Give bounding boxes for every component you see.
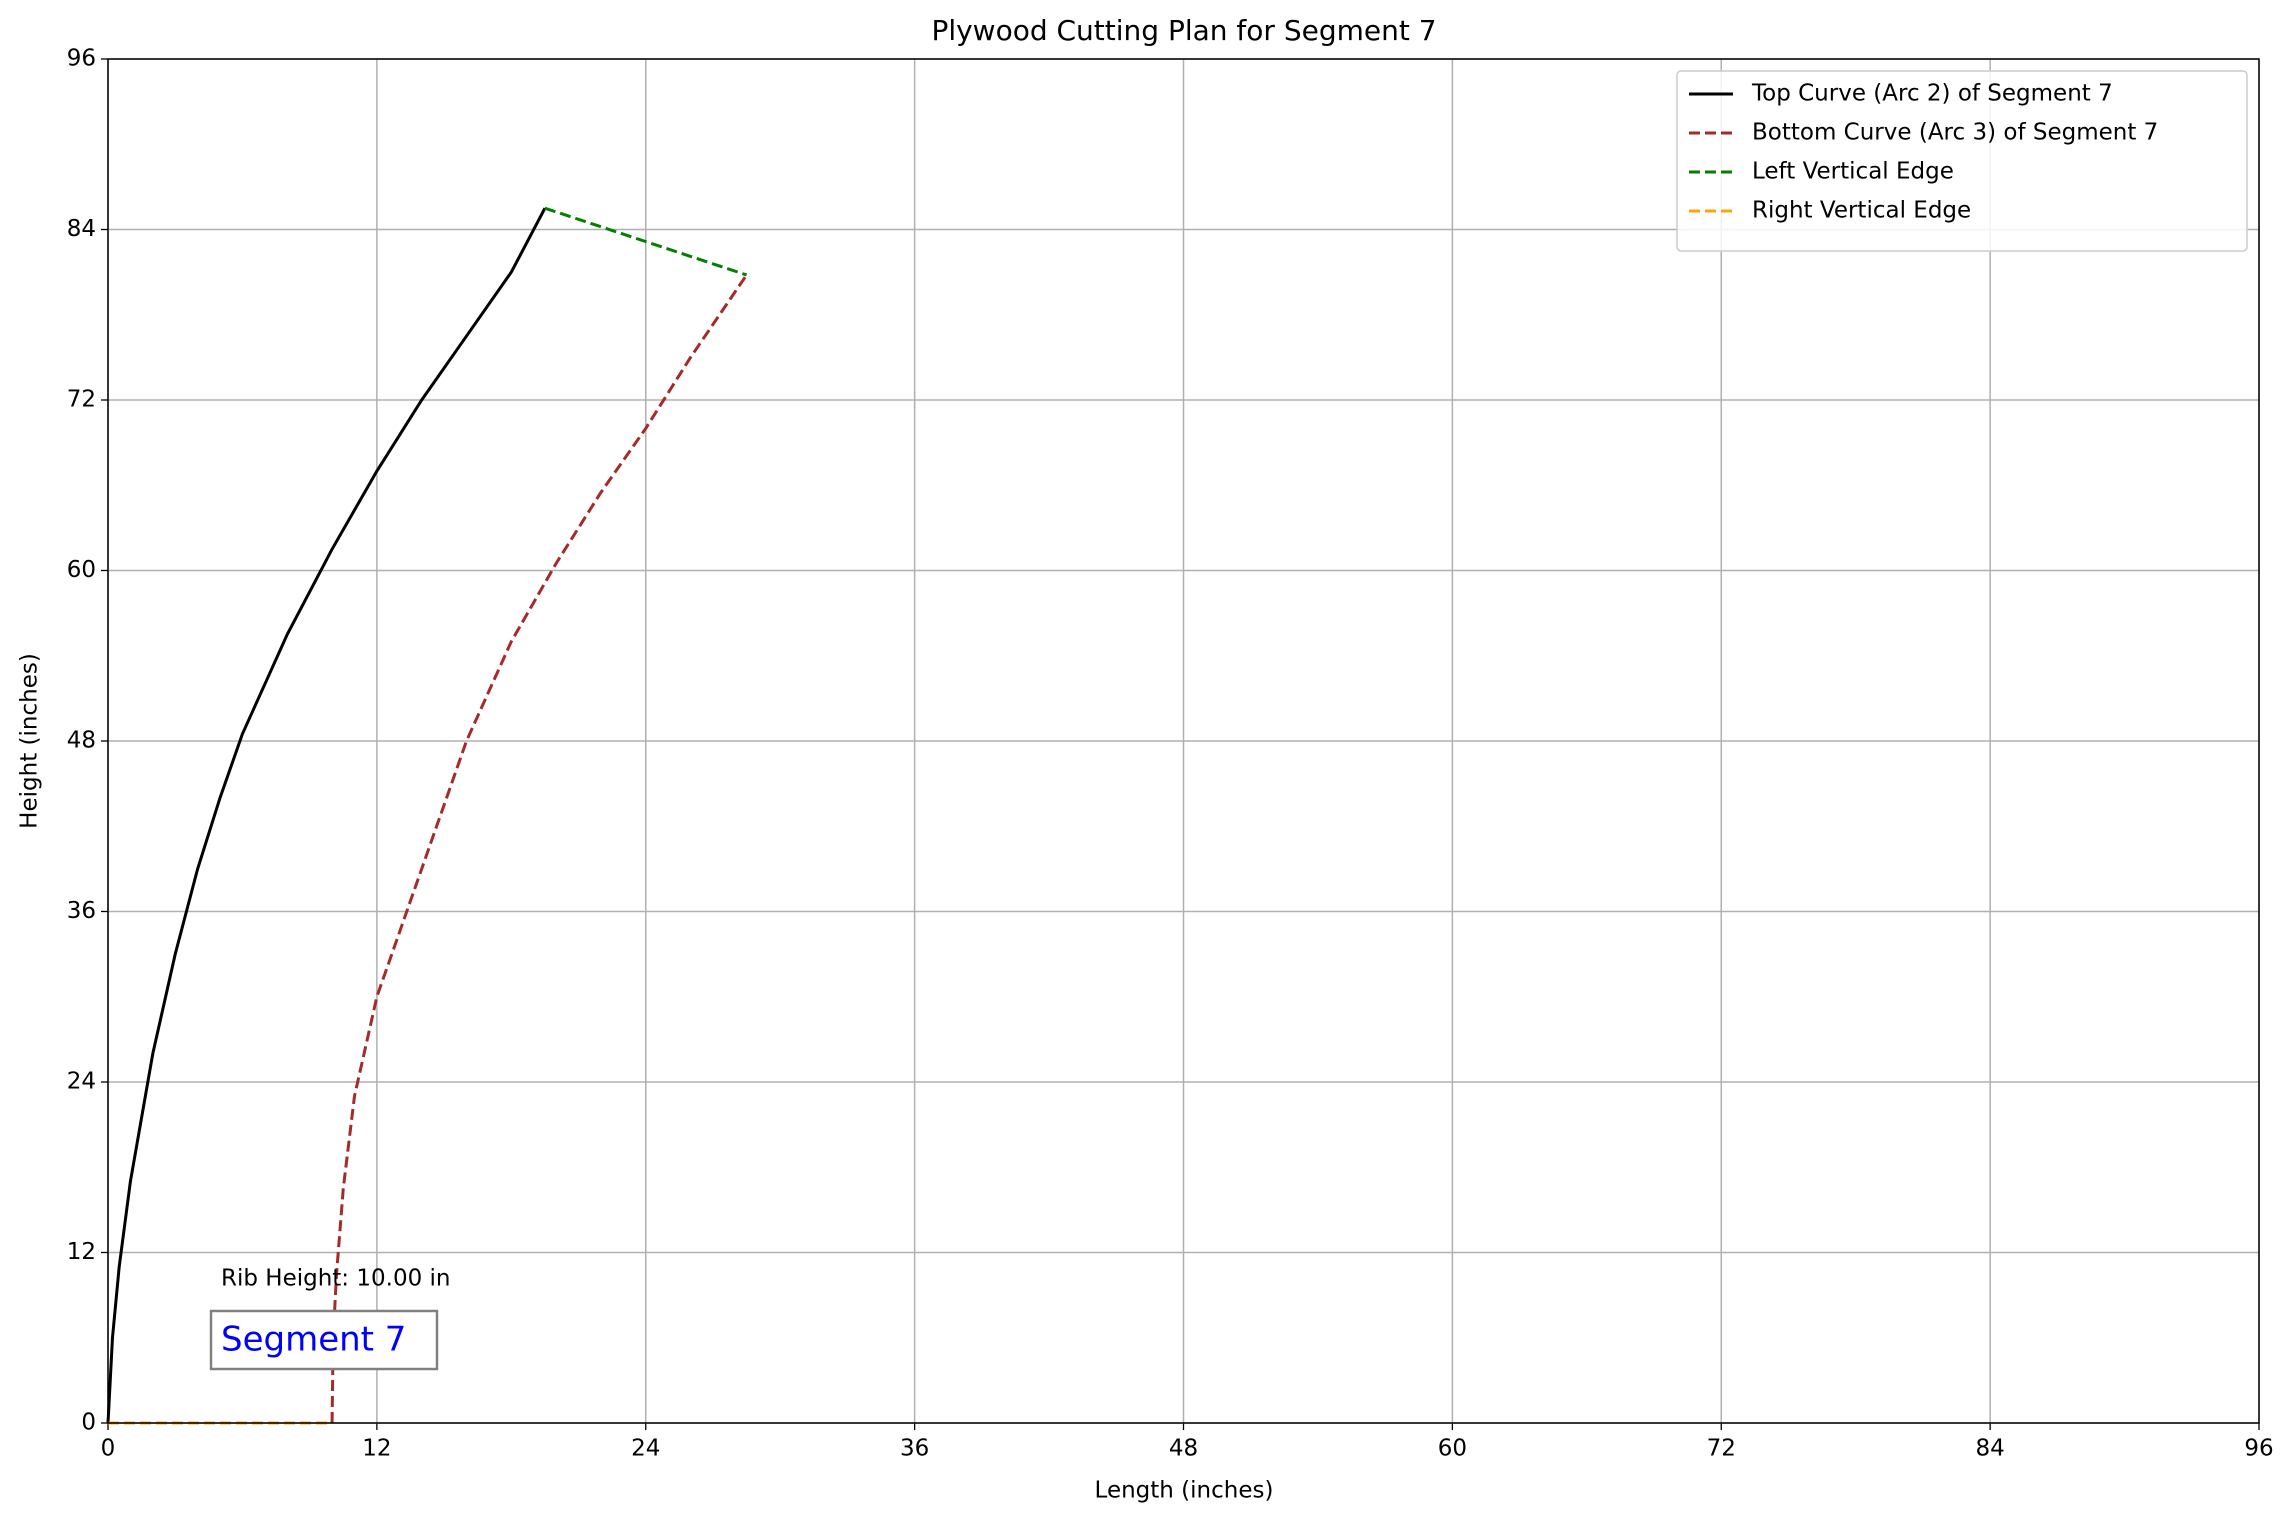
annotation-frame	[209, 1309, 439, 1371]
y-tick-label: 0	[81, 1410, 96, 1436]
x-axis-label: Length (inches)	[1095, 1478, 1274, 1504]
legend-frame	[1676, 70, 2248, 252]
y-tick-label: 24	[67, 1069, 96, 1095]
x-tick-label: 48	[1169, 1436, 1198, 1462]
y-tick-label: 96	[67, 46, 96, 72]
x-tick-label: 84	[1975, 1436, 2004, 1462]
series-line	[330, 274, 748, 1424]
y-tick-label: 36	[67, 898, 96, 924]
legend-label: Bottom Curve (Arc 3) of Segment 7	[1752, 120, 2158, 146]
series-line	[106, 207, 547, 1424]
y-tick-label: 60	[67, 557, 96, 583]
x-tick-label: 36	[900, 1436, 929, 1462]
x-tick-label: 24	[631, 1436, 660, 1462]
y-tick-label: 48	[67, 728, 96, 754]
y-tick-label: 12	[67, 1239, 96, 1265]
legend-label: Left Vertical Edge	[1752, 159, 1954, 185]
annotation-box: Segment 7	[209, 1309, 439, 1371]
y-tick-label: 84	[67, 216, 96, 242]
y-axis-label: Height (inches)	[17, 653, 43, 829]
chart-title: Plywood Cutting Plan for Segment 7	[931, 14, 1436, 47]
annotation: Rib Height: 10.00 in	[221, 1266, 451, 1292]
x-tick-label: 96	[2244, 1436, 2273, 1462]
x-tick-label: 60	[1438, 1436, 1467, 1462]
plot-frame	[107, 58, 2260, 1424]
x-tick-label: 72	[1707, 1436, 1736, 1462]
annotation: Segment 7	[221, 1320, 406, 1360]
legend: Top Curve (Arc 2) of Segment 7 Bottom Cur…	[1676, 70, 2248, 252]
legend-label: Top Curve (Arc 2) of Segment 7	[1751, 81, 2113, 107]
legend-label: Right Vertical Edge	[1752, 198, 1971, 224]
x-tick-label: 12	[362, 1436, 391, 1462]
x-tick-label: 0	[101, 1436, 116, 1462]
y-tick-label: 72	[67, 387, 96, 413]
series-line	[544, 206, 748, 277]
